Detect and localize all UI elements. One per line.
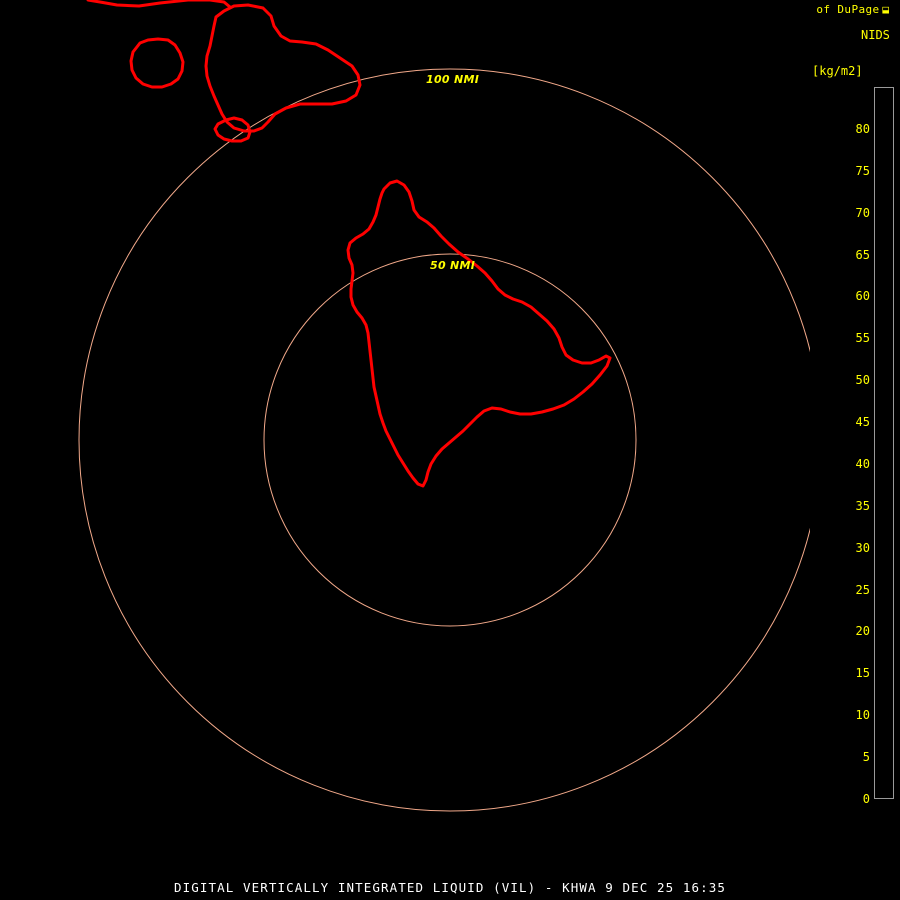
colorbar-gradient [875, 88, 893, 798]
coastline-overlay-group [86, 0, 612, 488]
colorbar-tick-75: 75 [855, 163, 870, 178]
colorbar-tick-80: 80 [855, 121, 870, 136]
colorbar-tick-25: 25 [855, 582, 870, 597]
colorbar-tick-45: 45 [855, 415, 870, 430]
radar-plot-area[interactable] [0, 0, 810, 880]
coastline-path [86, 0, 232, 9]
colorbar-tick-10: 10 [855, 708, 870, 723]
coastline-path [129, 37, 185, 89]
range-ring-100-nmi [78, 68, 810, 812]
range-ring-50-nmi [263, 253, 637, 627]
product-caption: DIGITAL VERTICALLY INTEGRATED LIQUID (VI… [173, 880, 727, 895]
legend-title-nids: NIDS [861, 28, 890, 42]
colorbar-tick-20: 20 [855, 624, 870, 639]
coastline-path [204, 3, 362, 133]
colorbar-tick-50: 50 [855, 373, 870, 388]
colorbar[interactable] [874, 87, 894, 799]
colorbar-tick-30: 30 [855, 540, 870, 555]
colorbar-tick-5: 5 [862, 750, 870, 765]
colorbar-tick-55: 55 [855, 331, 870, 346]
range-ring-label-50nmi: 50 NMI [430, 259, 476, 272]
copyright-mark-icon: ⬓ [881, 3, 889, 16]
coastline-path [346, 179, 612, 488]
coastline-path [213, 116, 252, 143]
legend-units-label: [kg/m2] [812, 64, 863, 78]
colorbar-tick-40: 40 [855, 456, 870, 471]
colorbar-tick-65: 65 [855, 247, 870, 262]
colorbar-tick-60: 60 [855, 289, 870, 304]
colorbar-tick-70: 70 [855, 205, 870, 220]
colorbar-tick-35: 35 [855, 498, 870, 513]
range-ring-label-100nmi: 100 NMI [426, 73, 480, 86]
radar-background [0, 0, 810, 880]
colorbar-tick-15: 15 [855, 666, 870, 681]
legend-panel: NIDS [kg/m2] 0 5 10 15 20 25 30 35 40 45 50 55 60 65 7… [806, 28, 900, 808]
range-rings-group [78, 68, 810, 812]
colorbar-tick-0: 0 [862, 792, 870, 806]
